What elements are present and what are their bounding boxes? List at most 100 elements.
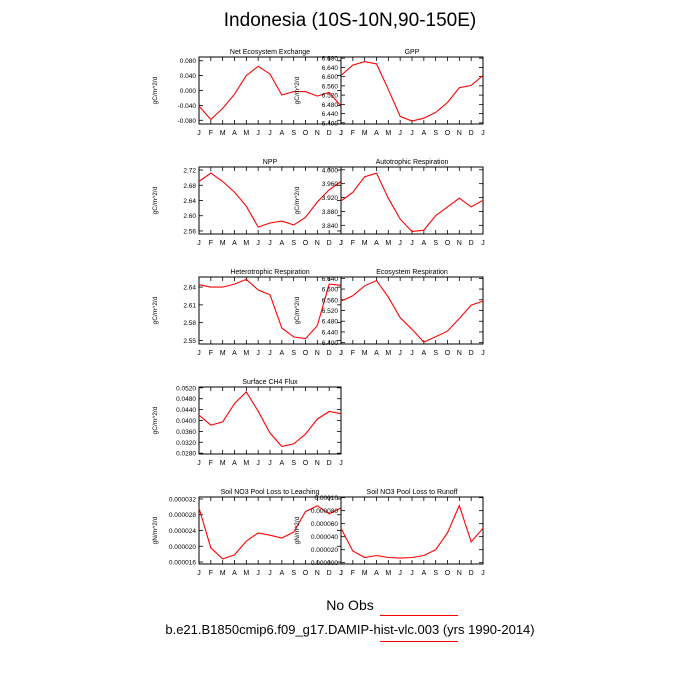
y-tick-label: 0.000080 — [311, 508, 338, 515]
y-tick-label: 6.600 — [322, 287, 339, 294]
x-tick-label: M — [220, 240, 226, 247]
x-tick-label: M — [243, 240, 249, 247]
series-line — [198, 278, 342, 340]
x-tick-label: J — [256, 570, 260, 577]
x-tick-label: J — [256, 350, 260, 357]
panel-title: Autotrophic Respiration — [376, 159, 449, 166]
y-tick-label: 0.040 — [180, 73, 197, 80]
panel-title: Heterotrophic Respiration — [230, 269, 309, 276]
x-tick-label: O — [445, 240, 451, 247]
x-tick-label: O — [303, 240, 309, 247]
x-tick-label: A — [374, 350, 379, 357]
panel-ylabel: gN/m^2/d — [294, 516, 301, 544]
y-tick-label: 6.480 — [322, 319, 339, 326]
x-tick-label: A — [232, 350, 237, 357]
x-tick-label: D — [469, 240, 474, 247]
x-tick-label: D — [327, 460, 332, 467]
y-tick-label: 2.60 — [183, 213, 196, 220]
x-tick-label: M — [385, 130, 391, 137]
x-tick-label: O — [445, 570, 451, 577]
x-tick-label: M — [362, 130, 368, 137]
y-tick-label: -0.040 — [178, 103, 197, 110]
panel-title: NPP — [263, 159, 278, 166]
panel-frame — [340, 496, 484, 565]
x-tick-label: J — [197, 240, 201, 247]
series-line — [340, 503, 484, 559]
panel-frame — [198, 166, 342, 235]
x-tick-label: S — [291, 570, 296, 577]
x-tick-label: F — [209, 350, 213, 357]
x-tick-label: J — [481, 350, 485, 357]
panel-ylabel: gC/m^2/d — [152, 406, 159, 434]
x-tick-label: O — [303, 130, 309, 137]
legend-case-label: b.e21.B1850cmip6.f09_g17.DAMIP-hist-vlc.… — [165, 622, 535, 637]
panel-ylabel: gC/m^2/d — [152, 186, 159, 214]
y-tick-label: 0.0360 — [176, 429, 196, 436]
panel-title: Surface CH4 Flux — [242, 379, 298, 386]
panel-ylabel: gC/m^2/d — [152, 76, 159, 104]
x-tick-label: J — [410, 240, 414, 247]
x-tick-label: M — [243, 130, 249, 137]
x-tick-label: A — [421, 240, 426, 247]
x-tick-label: J — [481, 240, 485, 247]
x-tick-label: F — [209, 240, 213, 247]
x-tick-label: J — [197, 460, 201, 467]
x-tick-label: O — [303, 350, 309, 357]
x-tick-label: J — [268, 570, 272, 577]
y-tick-label: 0.000020 — [311, 547, 338, 554]
x-tick-label: J — [339, 460, 343, 467]
y-tick-label: 6.640 — [322, 65, 339, 72]
y-tick-label: 6.440 — [322, 329, 339, 336]
panel-title: Ecosystem Respiration — [376, 269, 448, 276]
y-tick-label: 0.0520 — [176, 385, 196, 392]
y-tick-label: 0.000000 — [311, 560, 338, 567]
y-tick-label: 2.72 — [183, 168, 196, 175]
x-tick-label: A — [374, 570, 379, 577]
y-tick-label: 2.55 — [183, 338, 196, 345]
x-tick-label: J — [339, 350, 343, 357]
x-tick-label: J — [339, 240, 343, 247]
panel-frame — [198, 56, 342, 125]
y-tick-label: 6.400 — [322, 340, 339, 347]
x-tick-label: A — [232, 460, 237, 467]
x-tick-label: D — [469, 570, 474, 577]
x-tick-label: S — [291, 460, 296, 467]
x-tick-label: J — [410, 570, 414, 577]
x-tick-label: J — [481, 570, 485, 577]
panel-frame — [340, 56, 484, 125]
x-tick-label: N — [457, 240, 462, 247]
y-tick-label: 2.64 — [183, 198, 196, 205]
y-tick-label: 0.000 — [180, 88, 197, 95]
y-tick-label: 2.64 — [183, 285, 196, 292]
y-tick-label: 6.600 — [322, 74, 339, 81]
x-tick-label: M — [385, 240, 391, 247]
x-tick-label: F — [351, 240, 355, 247]
y-tick-label: 6.400 — [322, 120, 339, 127]
x-tick-label: M — [362, 570, 368, 577]
x-tick-label: J — [339, 130, 343, 137]
y-tick-label: 3.960 — [322, 181, 339, 188]
legend-line-top — [380, 615, 458, 616]
y-tick-label: 2.61 — [183, 302, 196, 309]
x-tick-label: J — [410, 350, 414, 357]
y-tick-label: 0.000020 — [169, 544, 196, 551]
legend-line-bottom — [380, 641, 458, 642]
x-tick-label: O — [445, 130, 451, 137]
panel-frame — [198, 386, 342, 455]
x-tick-label: J — [268, 460, 272, 467]
x-tick-label: A — [279, 130, 284, 137]
x-tick-label: A — [279, 350, 284, 357]
x-tick-label: J — [481, 130, 485, 137]
x-tick-label: M — [220, 130, 226, 137]
x-tick-label: O — [303, 570, 309, 577]
x-tick-label: S — [433, 570, 438, 577]
legend-series-label: No Obs — [326, 597, 374, 613]
x-tick-label: D — [327, 240, 332, 247]
x-tick-label: A — [232, 130, 237, 137]
series-line — [340, 61, 484, 122]
series-line — [340, 279, 484, 343]
series-line — [198, 391, 342, 448]
x-tick-label: M — [220, 570, 226, 577]
x-tick-label: F — [209, 130, 213, 137]
x-tick-label: D — [327, 570, 332, 577]
